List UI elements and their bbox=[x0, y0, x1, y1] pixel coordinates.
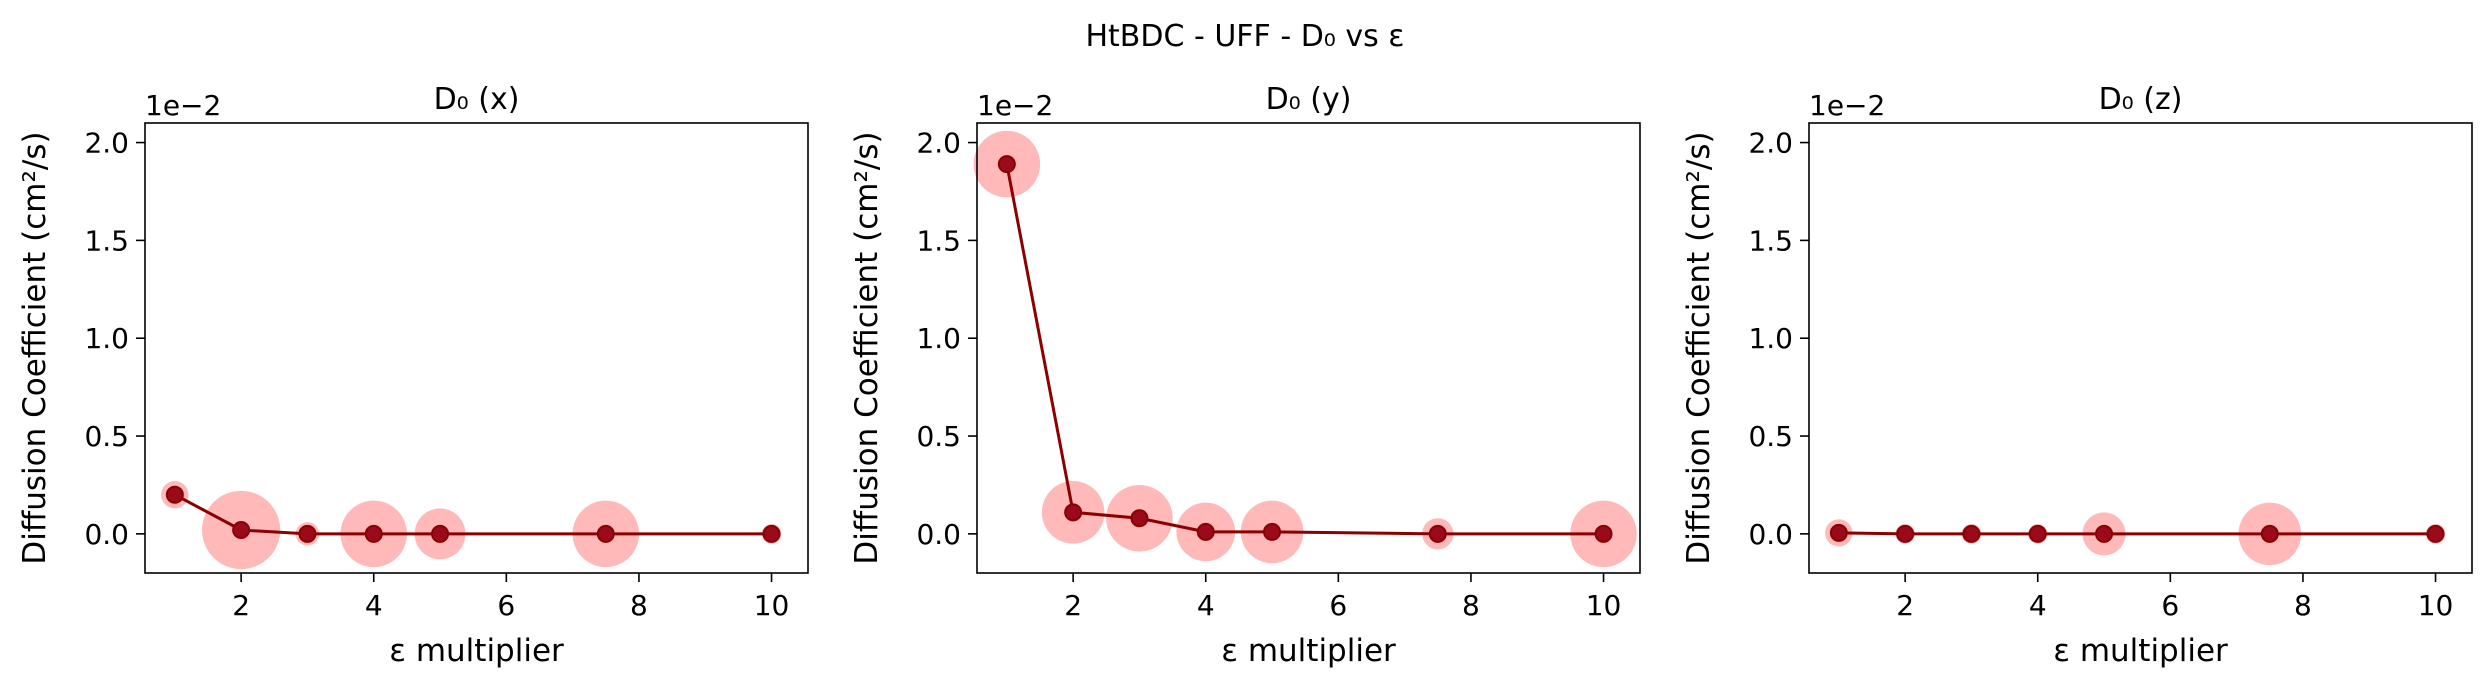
y-offset-text: 1e−2 bbox=[145, 89, 221, 122]
x-tick-label: 10 bbox=[1586, 589, 1622, 622]
data-point bbox=[2260, 524, 2279, 543]
data-point bbox=[1962, 524, 1981, 543]
y-offset-text: 1e−2 bbox=[1809, 89, 1885, 122]
x-axis-label: ε multiplier bbox=[2053, 633, 2228, 669]
y-axis-label: Diffusion Coefficient (cm²/s) bbox=[1681, 131, 1717, 564]
data-point bbox=[1829, 523, 1848, 542]
data-point bbox=[1263, 522, 1282, 541]
x-tick-label: 4 bbox=[365, 589, 383, 622]
data-point bbox=[1896, 524, 1915, 543]
y-tick-label: 2.0 bbox=[84, 127, 129, 160]
x-tick-label: 6 bbox=[1329, 589, 1347, 622]
x-tick-label: 2 bbox=[232, 589, 250, 622]
y-tick-label: 1.5 bbox=[916, 224, 961, 257]
data-point bbox=[997, 155, 1016, 174]
y-tick-label: 2.0 bbox=[1748, 127, 1793, 160]
y-tick-label: 0.0 bbox=[916, 518, 961, 551]
y-tick-label: 0.5 bbox=[1748, 420, 1793, 453]
x-axis-label: ε multiplier bbox=[389, 633, 564, 669]
data-point bbox=[2028, 524, 2047, 543]
y-axis-label: Diffusion Coefficient (cm²/s) bbox=[17, 131, 53, 564]
x-tick-label: 10 bbox=[2418, 589, 2454, 622]
panel-title: D₀ (x) bbox=[434, 82, 520, 117]
data-point bbox=[364, 524, 383, 543]
x-tick-label: 8 bbox=[1462, 589, 1480, 622]
y-tick-label: 1.0 bbox=[84, 322, 129, 355]
data-point bbox=[165, 485, 184, 504]
y-tick-label: 0.0 bbox=[1748, 518, 1793, 551]
panel-title: D₀ (y) bbox=[1266, 82, 1352, 117]
x-tick-label: 6 bbox=[497, 589, 515, 622]
axes-frame bbox=[144, 122, 809, 574]
data-point bbox=[1428, 524, 1447, 543]
y-tick-label: 1.5 bbox=[84, 224, 129, 257]
x-tick-label: 4 bbox=[2029, 589, 2047, 622]
chart-panel-1: 2 4 6 8 10 0.0 0.5 1.0 1.5 2.0 1e−2 D₀ (x) ε multipl… bbox=[17, 82, 809, 669]
figure-title: HtBDC - UFF - D₀ vs ε bbox=[1085, 19, 1404, 54]
x-tick-label: 2 bbox=[1064, 589, 1082, 622]
axes-frame bbox=[1808, 122, 2473, 574]
data-point bbox=[596, 524, 615, 543]
data-point bbox=[232, 520, 251, 539]
series-line bbox=[1838, 531, 2436, 536]
y-tick-label: 1.5 bbox=[1748, 224, 1793, 257]
x-tick-label: 10 bbox=[754, 589, 790, 622]
x-tick-label: 4 bbox=[1197, 589, 1215, 622]
axes-frame bbox=[976, 122, 1641, 574]
x-tick-label: 8 bbox=[2294, 589, 2312, 622]
y-tick-label: 1.0 bbox=[916, 322, 961, 355]
y-offset-text: 1e−2 bbox=[977, 89, 1053, 122]
x-tick-label: 8 bbox=[630, 589, 648, 622]
x-axis-label: ε multiplier bbox=[1221, 633, 1396, 669]
chart-panel-3: 2 4 6 8 10 0.0 0.5 1.0 1.5 2.0 1e−2 D₀ (z) ε multipl… bbox=[1681, 82, 2473, 669]
y-tick-label: 0.0 bbox=[84, 518, 129, 551]
data-point bbox=[1064, 503, 1083, 522]
data-point bbox=[1594, 524, 1613, 543]
data-point bbox=[1130, 509, 1149, 528]
y-tick-label: 1.0 bbox=[1748, 322, 1793, 355]
data-point bbox=[762, 524, 781, 543]
y-tick-label: 0.5 bbox=[84, 420, 129, 453]
data-point bbox=[2426, 524, 2445, 543]
data-point bbox=[2095, 524, 2114, 543]
y-axis-label: Diffusion Coefficient (cm²/s) bbox=[849, 131, 885, 564]
panel-title: D₀ (z) bbox=[2099, 82, 2183, 117]
y-tick-label: 2.0 bbox=[916, 127, 961, 160]
data-point bbox=[298, 524, 317, 543]
data-point bbox=[431, 524, 450, 543]
x-tick-label: 6 bbox=[2161, 589, 2179, 622]
x-tick-label: 2 bbox=[1896, 589, 1914, 622]
y-tick-label: 0.5 bbox=[916, 420, 961, 453]
series-line bbox=[1005, 163, 1604, 536]
data-point bbox=[1196, 522, 1215, 541]
chart-panel-2: 2 4 6 8 10 0.0 0.5 1.0 1.5 2.0 1e−2 D₀ (y) ε multipl… bbox=[849, 82, 1641, 669]
